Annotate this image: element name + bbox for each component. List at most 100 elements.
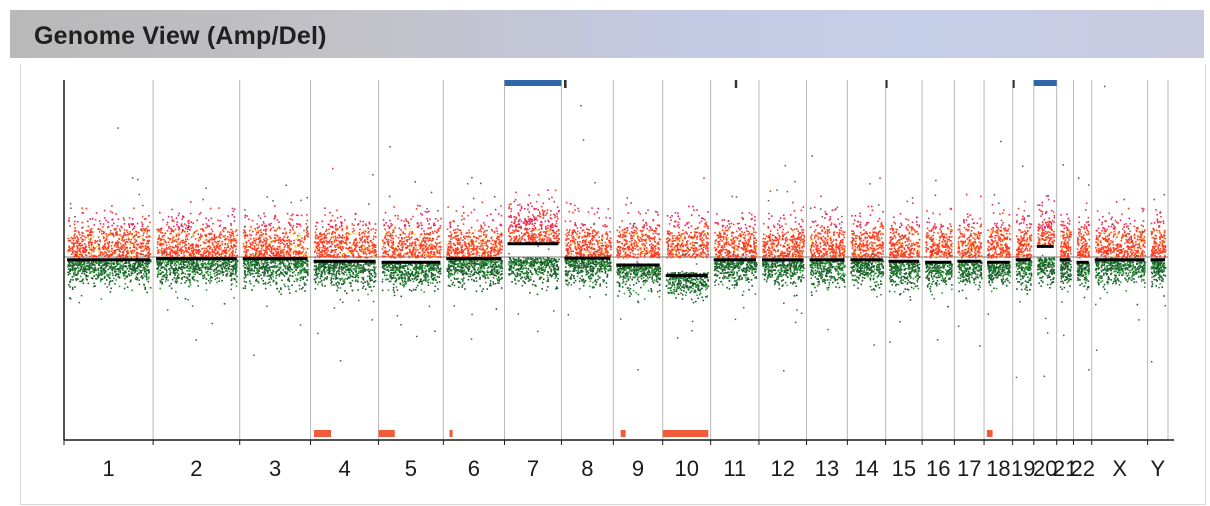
amp-dot (254, 228, 256, 230)
amp-dot (126, 230, 128, 232)
amp-dot (257, 248, 259, 250)
del-dot (143, 273, 145, 275)
amp-dot (420, 234, 422, 236)
del-dot (280, 294, 282, 296)
amp-dot (277, 246, 279, 248)
amp-dot (185, 228, 187, 230)
outlier-dot (340, 360, 342, 362)
del-dot (198, 285, 200, 287)
del-dot (369, 265, 371, 267)
del-dot (163, 275, 165, 277)
amp-dot (347, 248, 349, 250)
amp-dot (420, 247, 422, 249)
del-dot (185, 261, 187, 263)
amp-dot (417, 240, 419, 242)
del-dot (358, 277, 360, 279)
amp-dot (187, 228, 189, 230)
amp-dot (170, 233, 172, 235)
del-dot (110, 263, 112, 265)
del-dot (343, 268, 345, 270)
amp-dot (161, 252, 163, 254)
amp-dot (161, 250, 163, 252)
amp-dot (295, 238, 297, 240)
del-dot (319, 270, 321, 272)
amp-dot (283, 249, 285, 251)
amp-dot (272, 245, 274, 247)
del-dot (288, 277, 290, 279)
amp-dot (384, 229, 386, 231)
outlier-dot (128, 239, 130, 241)
del-dot (223, 262, 225, 264)
amp-dot (235, 249, 237, 251)
del-dot (372, 263, 374, 265)
amp-dot (87, 221, 89, 223)
amp-dot (343, 247, 345, 249)
amp-dot (200, 245, 202, 247)
amp-dot (144, 218, 146, 220)
amp-dot (93, 251, 95, 253)
amp-dot (412, 249, 414, 251)
del-dot (224, 268, 226, 270)
del-dot (188, 268, 190, 270)
del-dot (229, 275, 231, 277)
amp-dot (141, 222, 143, 224)
del-dot (221, 280, 223, 282)
del-dot (299, 285, 301, 287)
amp-dot (402, 256, 404, 258)
amp-dot (257, 254, 259, 256)
amp-dot (339, 226, 341, 228)
amp-dot (273, 254, 275, 256)
amp-dot (422, 248, 424, 250)
amp-dot (130, 241, 132, 243)
amp-dot (335, 228, 337, 230)
outlier-dot (209, 282, 211, 284)
amp-dot (198, 249, 200, 251)
amp-dot (244, 217, 246, 219)
amp-dot (106, 236, 108, 238)
amp-dot (102, 226, 104, 228)
amp-dot (148, 251, 150, 253)
amp-dot (352, 249, 354, 251)
amp-dot (337, 244, 339, 246)
amp-dot (253, 255, 255, 257)
del-dot (250, 261, 252, 263)
amp-dot (198, 253, 200, 255)
amp-dot (116, 246, 118, 248)
amp-dot (358, 255, 360, 257)
del-dot (204, 275, 206, 277)
amp-dot (299, 224, 301, 226)
amp-dot (98, 228, 100, 230)
del-dot (265, 288, 267, 290)
del-dot (120, 270, 122, 272)
amp-dot (337, 254, 339, 256)
amp-dot (371, 229, 373, 231)
amp-dot (307, 230, 309, 232)
amp-dot (246, 251, 248, 253)
del-dot (142, 270, 144, 272)
del-dot (145, 264, 147, 266)
amp-dot (373, 250, 375, 252)
del-dot (138, 266, 140, 268)
del-dot (193, 271, 195, 273)
amp-dot (113, 236, 115, 238)
amp-dot (366, 247, 368, 249)
outlier-dot (361, 281, 363, 283)
amp-dot (293, 253, 295, 255)
amp-dot (205, 227, 207, 229)
amp-dot (266, 252, 268, 254)
amp-dot (294, 232, 296, 234)
amp-dot (315, 238, 317, 240)
amp-dot (185, 244, 187, 246)
amp-dot (212, 249, 214, 251)
amp-dot (323, 241, 325, 243)
outlier-dot (255, 254, 257, 256)
del-dot (317, 276, 319, 278)
amp-dot (270, 223, 272, 225)
del-dot (270, 284, 272, 286)
del-dot (345, 266, 347, 268)
del-dot (88, 283, 90, 285)
outlier-dot (322, 226, 324, 228)
amp-dot (111, 248, 113, 250)
del-dot (175, 281, 177, 283)
del-dot (343, 282, 345, 284)
